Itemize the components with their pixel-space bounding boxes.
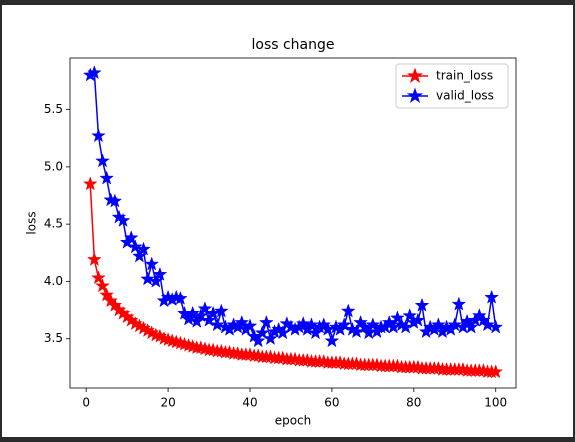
x-tick-label: 80 bbox=[406, 396, 421, 410]
star-marker bbox=[336, 317, 352, 332]
star-marker bbox=[414, 297, 430, 312]
star-marker bbox=[193, 308, 209, 323]
y-tick-label: 4.0 bbox=[44, 274, 63, 288]
star-marker bbox=[123, 230, 139, 245]
star-marker bbox=[263, 330, 278, 346]
star-marker bbox=[82, 176, 98, 191]
star-marker bbox=[390, 310, 405, 325]
x-tick-label: 40 bbox=[242, 396, 257, 410]
star-marker bbox=[107, 193, 123, 208]
star-marker bbox=[234, 314, 250, 329]
x-tick-label: 100 bbox=[484, 396, 507, 410]
legend-label: valid_loss bbox=[436, 89, 494, 103]
star-marker bbox=[115, 212, 131, 227]
star-marker bbox=[209, 317, 225, 332]
star-marker bbox=[201, 312, 217, 327]
star-marker bbox=[86, 251, 102, 266]
star-marker bbox=[95, 153, 110, 168]
x-tick-label: 60 bbox=[324, 396, 339, 410]
star-marker bbox=[254, 325, 270, 340]
legend: train_loss valid_loss bbox=[395, 63, 509, 109]
star-marker bbox=[91, 270, 106, 285]
star-marker bbox=[144, 256, 160, 271]
star-marker bbox=[304, 317, 319, 332]
y-tick-label: 5.5 bbox=[44, 102, 63, 116]
star-marker bbox=[86, 65, 102, 80]
legend-marker bbox=[406, 67, 424, 83]
star-marker bbox=[410, 312, 426, 327]
star-marker bbox=[213, 303, 229, 318]
star-marker bbox=[431, 317, 446, 332]
y-tick-label: 3.5 bbox=[44, 331, 63, 345]
star-marker bbox=[140, 271, 155, 286]
star-marker bbox=[197, 301, 213, 316]
plot-area bbox=[69, 57, 517, 389]
star-marker bbox=[484, 289, 500, 304]
y-axis-label: loss bbox=[25, 211, 39, 234]
star-marker bbox=[488, 319, 504, 334]
star-marker bbox=[402, 308, 418, 323]
star-marker bbox=[340, 303, 356, 318]
star-marker bbox=[136, 241, 151, 256]
legend-label: train_loss bbox=[436, 69, 493, 83]
star-marker bbox=[132, 248, 147, 263]
star-marker bbox=[242, 318, 258, 333]
legend-box bbox=[395, 63, 509, 109]
star-marker bbox=[172, 290, 188, 305]
legend-marker bbox=[406, 87, 424, 103]
star-marker bbox=[258, 314, 274, 329]
star-marker bbox=[250, 333, 266, 348]
star-marker bbox=[365, 317, 381, 332]
star-marker bbox=[127, 239, 143, 254]
star-marker bbox=[99, 287, 115, 302]
star-marker bbox=[91, 128, 106, 143]
star-marker bbox=[463, 319, 479, 334]
y-tick-label: 5.0 bbox=[44, 159, 63, 173]
star-marker bbox=[447, 317, 463, 332]
star-marker bbox=[152, 266, 168, 281]
star-marker bbox=[185, 305, 201, 320]
y-tick-label: 4.5 bbox=[44, 217, 63, 231]
star-marker bbox=[99, 170, 115, 185]
x-tick-label: 20 bbox=[160, 396, 175, 410]
x-axis-label: epoch bbox=[275, 414, 312, 428]
star-marker bbox=[148, 273, 164, 288]
star-marker bbox=[295, 316, 311, 331]
x-tick-label: 0 bbox=[82, 396, 90, 410]
star-marker bbox=[451, 296, 467, 311]
star-marker bbox=[324, 333, 340, 348]
chart-title: loss change bbox=[251, 37, 334, 53]
star-marker bbox=[95, 278, 110, 293]
star-marker bbox=[488, 364, 504, 379]
star-marker bbox=[480, 317, 495, 332]
